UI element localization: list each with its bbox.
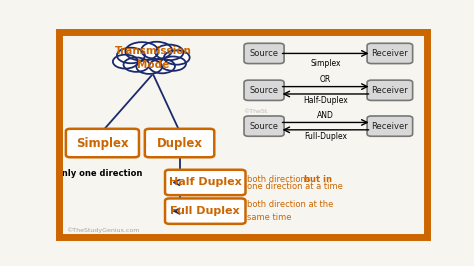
Text: Simplex: Simplex xyxy=(310,59,341,68)
FancyBboxPatch shape xyxy=(165,198,246,224)
Text: Half Duplex: Half Duplex xyxy=(169,177,242,188)
Text: Receiver: Receiver xyxy=(372,86,408,95)
Text: Duplex: Duplex xyxy=(156,136,202,149)
FancyBboxPatch shape xyxy=(66,129,139,157)
Text: Source: Source xyxy=(249,122,279,131)
Circle shape xyxy=(125,42,158,61)
Text: Half-Duplex: Half-Duplex xyxy=(303,97,348,105)
FancyBboxPatch shape xyxy=(244,116,284,136)
Text: Full-Duplex: Full-Duplex xyxy=(304,132,347,141)
Text: Simplex: Simplex xyxy=(76,136,129,149)
Text: ©TheSt: ©TheSt xyxy=(243,109,267,114)
Text: only one direction: only one direction xyxy=(55,169,142,178)
Text: Receiver: Receiver xyxy=(372,122,408,131)
Text: one direction at a time: one direction at a time xyxy=(246,182,343,191)
Text: both direction at the
same time: both direction at the same time xyxy=(246,200,333,222)
FancyBboxPatch shape xyxy=(367,116,413,136)
FancyBboxPatch shape xyxy=(145,129,214,157)
Text: AND: AND xyxy=(317,111,334,120)
Circle shape xyxy=(149,59,175,73)
Circle shape xyxy=(117,48,145,63)
Circle shape xyxy=(164,50,190,65)
Circle shape xyxy=(160,56,186,71)
FancyBboxPatch shape xyxy=(367,43,413,64)
Text: Full Duplex: Full Duplex xyxy=(171,206,240,216)
Circle shape xyxy=(137,60,162,74)
Text: ©TheStudyGenius.com: ©TheStudyGenius.com xyxy=(66,227,140,233)
Text: Receiver: Receiver xyxy=(372,49,408,58)
FancyBboxPatch shape xyxy=(367,80,413,101)
Text: Source: Source xyxy=(249,49,279,58)
Circle shape xyxy=(141,42,172,59)
Text: but in: but in xyxy=(303,175,331,184)
FancyBboxPatch shape xyxy=(165,170,246,195)
Text: Transmission
Mode: Transmission Mode xyxy=(115,46,191,70)
Text: Source: Source xyxy=(249,86,279,95)
Circle shape xyxy=(155,45,183,60)
Circle shape xyxy=(124,57,149,72)
Text: both directions: both directions xyxy=(246,175,312,184)
Circle shape xyxy=(113,55,138,69)
FancyBboxPatch shape xyxy=(244,80,284,101)
Text: OR: OR xyxy=(320,75,331,84)
FancyBboxPatch shape xyxy=(244,43,284,64)
